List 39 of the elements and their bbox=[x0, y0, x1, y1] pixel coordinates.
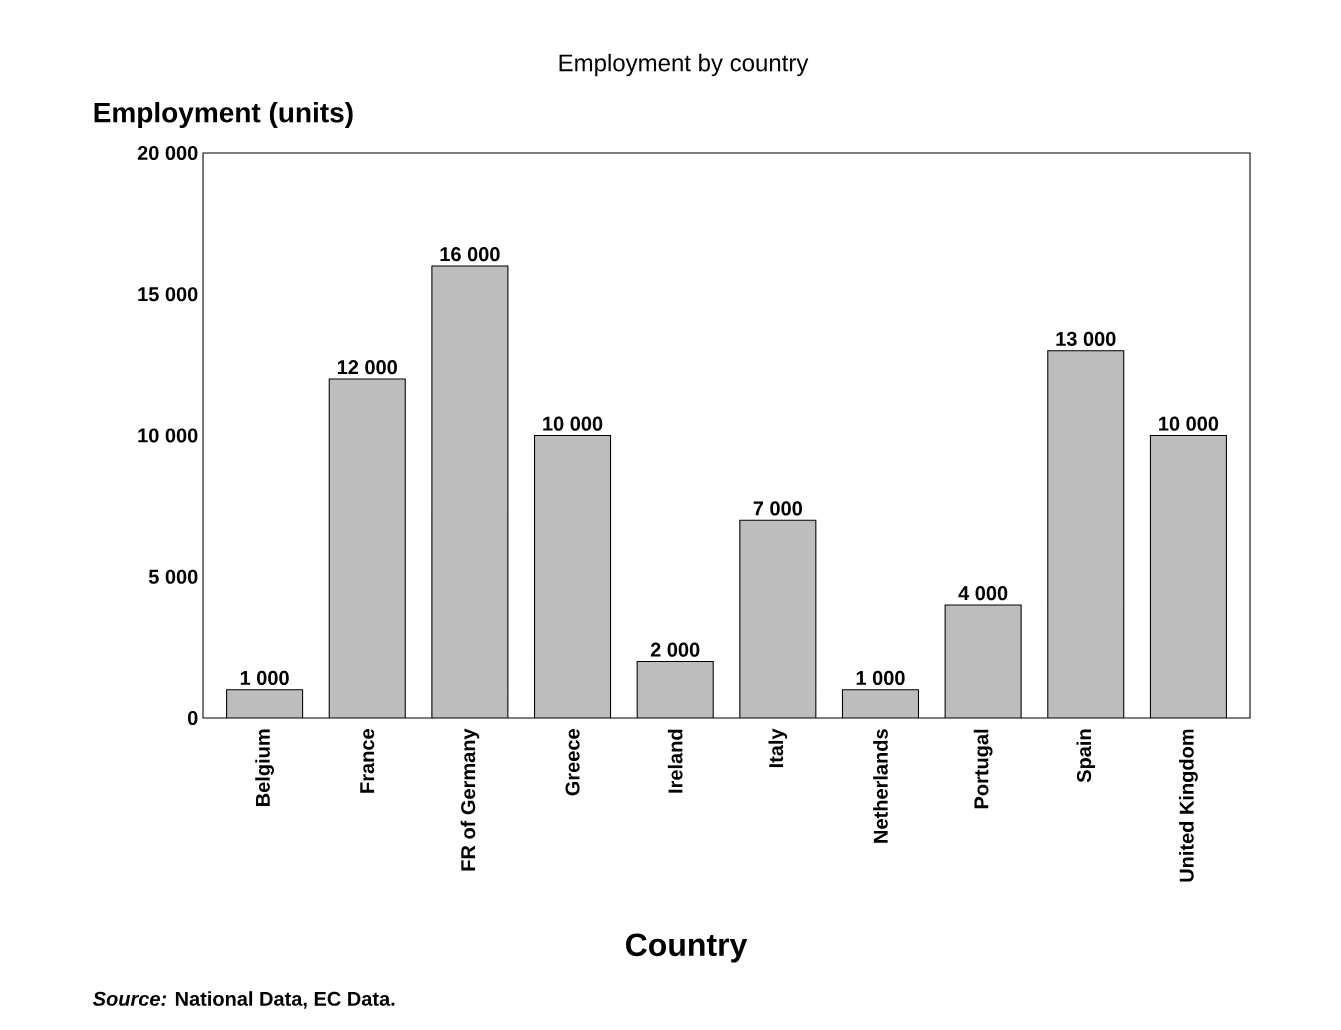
chart-title: Employment by country bbox=[559, 53, 809, 77]
bar bbox=[329, 378, 406, 718]
y-tick-label: 5 000 bbox=[148, 569, 198, 584]
y-tick-label: 15 000 bbox=[138, 287, 198, 302]
x-tick-label: Ireland bbox=[667, 729, 683, 793]
data-label: 16 000 bbox=[440, 247, 500, 262]
x-tick-label: Italy bbox=[768, 728, 788, 768]
data-label: 2 000 bbox=[650, 642, 700, 657]
x-axis-title: Country bbox=[626, 933, 748, 963]
x-tick-label: Belgium bbox=[255, 729, 274, 806]
y-axis-title: Employment (units) bbox=[94, 101, 353, 129]
data-label: 4 000 bbox=[958, 586, 1008, 601]
bar bbox=[1047, 350, 1124, 718]
bar bbox=[842, 689, 919, 718]
bar bbox=[945, 604, 1022, 718]
data-label: 1 000 bbox=[240, 670, 289, 686]
bar bbox=[1149, 434, 1227, 718]
bar bbox=[226, 689, 303, 718]
y-tick-label: 0 bbox=[187, 710, 198, 726]
bar bbox=[534, 435, 611, 718]
x-tick-label: Spain bbox=[1076, 729, 1096, 783]
data-label: 10 000 bbox=[1159, 416, 1219, 431]
x-tick-label: FR of Germany bbox=[460, 728, 480, 871]
x-tick-label: France bbox=[360, 729, 375, 793]
x-tick-label: United Kingdom bbox=[1179, 729, 1198, 882]
data-label: 13 000 bbox=[1056, 331, 1116, 347]
y-tick-label: 20 000 bbox=[137, 145, 198, 161]
data-label: 12 000 bbox=[337, 360, 397, 375]
bar bbox=[637, 661, 714, 718]
y-tick-label: 10 000 bbox=[138, 428, 198, 443]
data-label: 7 000 bbox=[753, 501, 802, 516]
bar bbox=[431, 265, 508, 718]
x-tick-label: Netherlands bbox=[873, 729, 888, 843]
text: Source: National Data, EC Data. bbox=[92, 991, 395, 1009]
data-label: 10 000 bbox=[543, 416, 603, 431]
x-tick-label: Portugal bbox=[973, 729, 993, 809]
data-label: 1 000 bbox=[856, 670, 905, 686]
x-tick-label: Greece bbox=[565, 729, 580, 796]
bar bbox=[739, 520, 816, 718]
